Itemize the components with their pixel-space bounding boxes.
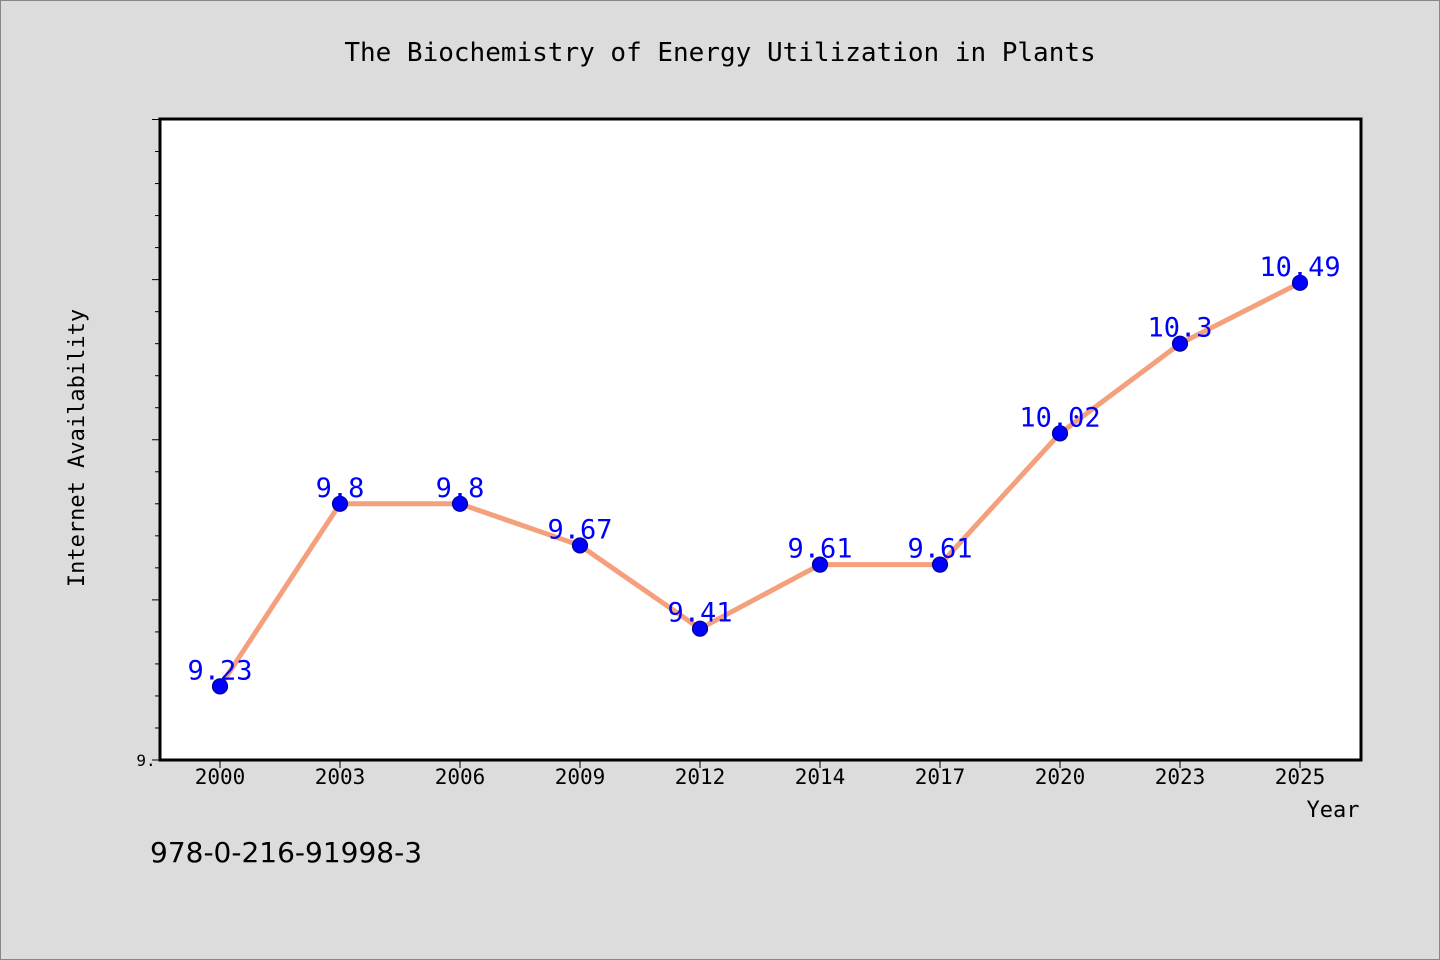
- x-tick-label: 2023: [1155, 765, 1206, 789]
- data-point: [211, 678, 229, 695]
- data-label: 9.8: [436, 473, 485, 504]
- series-line: [217, 280, 1303, 689]
- data-label: 10.02: [1019, 402, 1100, 433]
- x-tick-label: 2006: [435, 765, 486, 789]
- x-tick-label: 2009: [555, 765, 606, 789]
- data-point: [1051, 425, 1069, 442]
- data-point: [811, 556, 829, 573]
- data-point: [451, 495, 469, 512]
- y-tick-label: 9.: [136, 751, 155, 770]
- data-point: [691, 620, 709, 637]
- data-label: 9.8: [316, 473, 365, 504]
- chart-title: The Biochemistry of Energy Utilization i…: [344, 38, 1095, 68]
- x-axis-label: Year: [1307, 798, 1360, 823]
- isbn-text: 978-0-216-91998-3: [150, 836, 422, 869]
- data-label: 9.61: [907, 534, 972, 565]
- x-tick-label: 2003: [315, 765, 366, 789]
- data-points: [211, 274, 1309, 695]
- y-axis: [152, 119, 160, 761]
- x-tick-label: 2020: [1035, 765, 1086, 789]
- y-axis-label: Internet Availability: [65, 309, 90, 587]
- data-label: 10.3: [1147, 313, 1212, 344]
- x-tick-label: 2025: [1275, 765, 1326, 789]
- x-axis: 2000 2003 2006 2009 2012 2014 2017 2020 2023 2025: [195, 760, 1326, 789]
- data-point: [571, 537, 589, 554]
- data-point: [1291, 274, 1309, 291]
- x-tick-label: 2012: [675, 765, 726, 789]
- data-point: [1171, 335, 1189, 352]
- x-tick-label: 2014: [795, 765, 846, 789]
- data-label: 9.67: [547, 514, 612, 545]
- data-label: 9.41: [667, 598, 732, 629]
- x-tick-label: 2017: [915, 765, 966, 789]
- data-point: [331, 495, 349, 512]
- data-labels: 9.23 9.8 9.8 9.67 9.41 9.61 9.61 10.02 10.3 10.49: [187, 252, 1340, 687]
- data-label: 10.49: [1259, 252, 1340, 283]
- data-label: 9.61: [787, 534, 852, 565]
- x-tick-label: 2000: [195, 765, 246, 789]
- plot-area: [158, 117, 1363, 762]
- data-label: 9.23: [187, 655, 252, 686]
- data-point: [931, 556, 949, 573]
